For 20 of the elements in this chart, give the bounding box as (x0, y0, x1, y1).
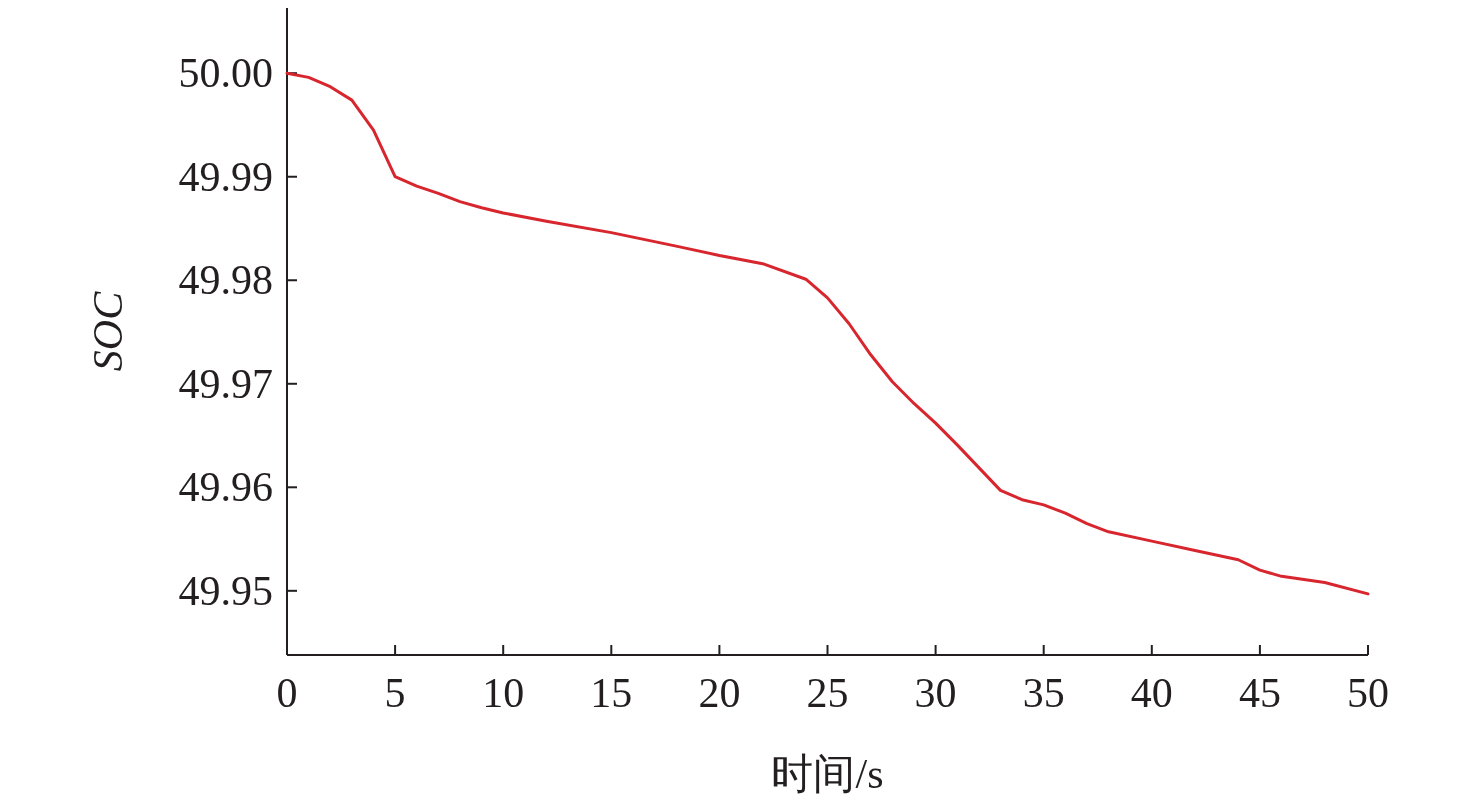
y-tick-label: 50.00 (178, 50, 273, 97)
y-tick-label: 49.97 (178, 360, 273, 407)
y-tick-label: 49.99 (178, 153, 273, 200)
x-tick-label: 5 (384, 670, 406, 716)
line-series (285, 71, 1370, 596)
x-tick-label: 30 (914, 670, 957, 716)
x-tick-label: 20 (698, 670, 741, 716)
y-tick-label: 49.95 (178, 567, 273, 614)
x-axis-title: 时间/s (771, 751, 884, 797)
y-axis-title: SOC (85, 290, 131, 372)
x-tick-label: 40 (1130, 670, 1173, 716)
x-tick-label: 45 (1238, 670, 1281, 716)
x-tick-label: 15 (590, 670, 633, 716)
x-tick-label: 50 (1347, 670, 1389, 716)
y-tick-label: 49.98 (178, 257, 273, 304)
x-tick-label: 25 (806, 670, 849, 716)
y-tick-label: 49.96 (178, 464, 273, 511)
x-tick-label: 35 (1022, 670, 1065, 716)
x-tick-label: 0 (276, 670, 298, 716)
x-tick-label: 10 (482, 670, 525, 716)
